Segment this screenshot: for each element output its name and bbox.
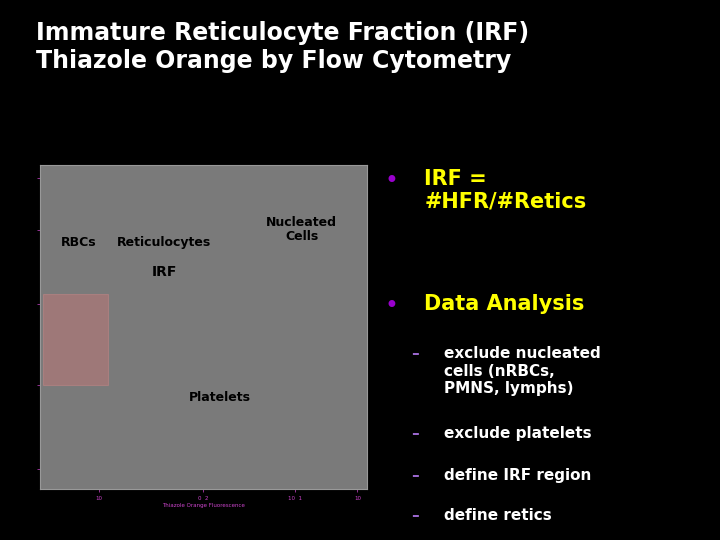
Text: define IRF region: define IRF region [444, 468, 592, 483]
Text: RBCs: RBCs [61, 236, 96, 249]
Text: Data Analysis: Data Analysis [424, 294, 585, 314]
Text: Nucleated
Cells: Nucleated Cells [266, 215, 337, 244]
Text: –: – [411, 426, 419, 441]
Text: •: • [384, 294, 398, 318]
Text: –: – [411, 508, 419, 523]
Text: Reticulocytes: Reticulocytes [117, 236, 211, 249]
Text: IRF =
#HFR/#Retics: IRF = #HFR/#Retics [424, 168, 587, 212]
Text: –: – [411, 347, 419, 361]
Text: –: – [411, 468, 419, 483]
Text: exclude nucleated
cells (nRBCs,
PMNS, lymphs): exclude nucleated cells (nRBCs, PMNS, ly… [444, 347, 601, 396]
X-axis label: Thiazole Orange Fluorescence: Thiazole Orange Fluorescence [162, 503, 245, 508]
Bar [43, 294, 109, 385]
Text: exclude platelets: exclude platelets [444, 426, 592, 441]
Text: •: • [384, 168, 398, 193]
Text: Platelets: Platelets [189, 392, 251, 404]
Text: define retics: define retics [444, 508, 552, 523]
Text: IRF: IRF [151, 265, 177, 279]
Text: Immature Reticulocyte Fraction (IRF)
Thiazole Orange by Flow Cytometry: Immature Reticulocyte Fraction (IRF) Thi… [35, 21, 528, 73]
